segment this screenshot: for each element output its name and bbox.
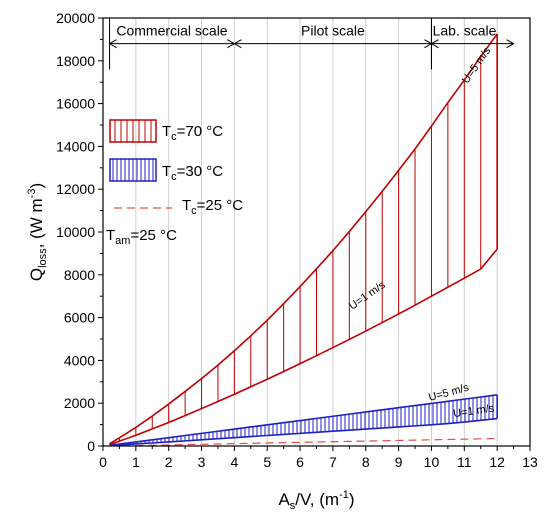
x-tick-label-8: 8: [362, 454, 370, 470]
x-tick-label-4: 4: [230, 454, 238, 470]
x-tick-label-1: 1: [132, 454, 140, 470]
x-tick-label-13: 13: [522, 454, 538, 470]
x-axis-title-rest: /V, (m: [295, 490, 339, 509]
x-tick-label-7: 7: [329, 454, 337, 470]
series-1-lower-line: [109, 417, 498, 447]
annotation-red-upper: U=5 m/s: [460, 45, 494, 86]
y-axis-title-main: Q: [27, 268, 46, 281]
legend-label-2: Tc=25 °C: [182, 197, 243, 217]
x-tick-label-12: 12: [489, 454, 505, 470]
scale-arrow-right-2: [506, 39, 515, 49]
y-tick-label-5: 10000: [56, 224, 95, 240]
series-2-line: [109, 437, 498, 447]
scale-label-0: Commercial scale: [116, 23, 227, 39]
series-lines: [109, 33, 498, 447]
y-tick-label-3: 6000: [64, 310, 95, 326]
series-1-upper-line: [109, 394, 498, 447]
x-axis-title-close: ): [349, 490, 355, 509]
grid-lines: [135, 18, 498, 446]
legend-note: Tam=25 °C: [106, 227, 177, 247]
x-axis-title-sup: -1: [339, 489, 349, 501]
y-tick-label-2: 4000: [64, 352, 95, 368]
scale-label-1: Pilot scale: [301, 23, 365, 39]
x-axis-ticks: 0 1 2 3 4 5 6 7 8 9 10 11 12 13: [99, 446, 538, 470]
legend-swatch-0: [109, 119, 157, 143]
y-axis-title-rest: , (W m: [27, 198, 46, 248]
y-axis-title-close: ): [27, 183, 46, 189]
y-tick-label-0: 0: [87, 438, 95, 454]
legend-label-0: Tc=70 °C: [162, 123, 223, 143]
x-tick-label-3: 3: [198, 454, 206, 470]
x-axis-title: As/V, (m-1): [278, 489, 354, 512]
y-axis-title: Qloss, (W m-3): [26, 183, 49, 281]
x-axis-title-main: A: [278, 490, 290, 509]
x-tick-label-9: 9: [395, 454, 403, 470]
y-axis-title-sub: loss: [37, 248, 49, 268]
curve-annotations: U=5 m/sU=1 m/sU=5 m/sU=1 m/s: [347, 45, 496, 420]
x-tick-label-10: 10: [424, 454, 440, 470]
series-0-lower-line: [109, 248, 498, 446]
x-tick-label-2: 2: [165, 454, 173, 470]
x-tick-label-11: 11: [457, 454, 472, 470]
scale-label-2: Lab. scale: [433, 23, 497, 39]
y-tick-label-6: 12000: [56, 181, 95, 197]
x-tick-label-6: 6: [296, 454, 304, 470]
y-tick-label-9: 18000: [56, 53, 95, 69]
scale-arrow-left-1: [233, 39, 242, 49]
y-tick-label-8: 16000: [56, 96, 95, 112]
x-tick-label-0: 0: [99, 454, 107, 470]
legend-label-1: Tc=30 °C: [162, 163, 223, 183]
x-tick-label-5: 5: [263, 454, 271, 470]
scale-regions: Commercial scale Pilot scale Lab. scale: [108, 18, 515, 70]
series-0-upper-line: [109, 33, 498, 445]
y-tick-label-7: 14000: [56, 138, 95, 154]
x-axis-title-sub: s: [290, 500, 296, 512]
legend-swatch-1: [109, 158, 157, 182]
y-tick-label-1: 2000: [64, 395, 95, 411]
annotation-blue-lower: U=1 m/s: [452, 402, 495, 420]
y-axis-ticks: 0 2000 4000 6000 8000 10000 12000 14000 16000 180…: [56, 10, 103, 454]
y-axis-title-sup: -3: [26, 189, 38, 199]
y-tick-label-4: 8000: [64, 267, 95, 283]
y-tick-label-10: 20000: [56, 10, 95, 26]
